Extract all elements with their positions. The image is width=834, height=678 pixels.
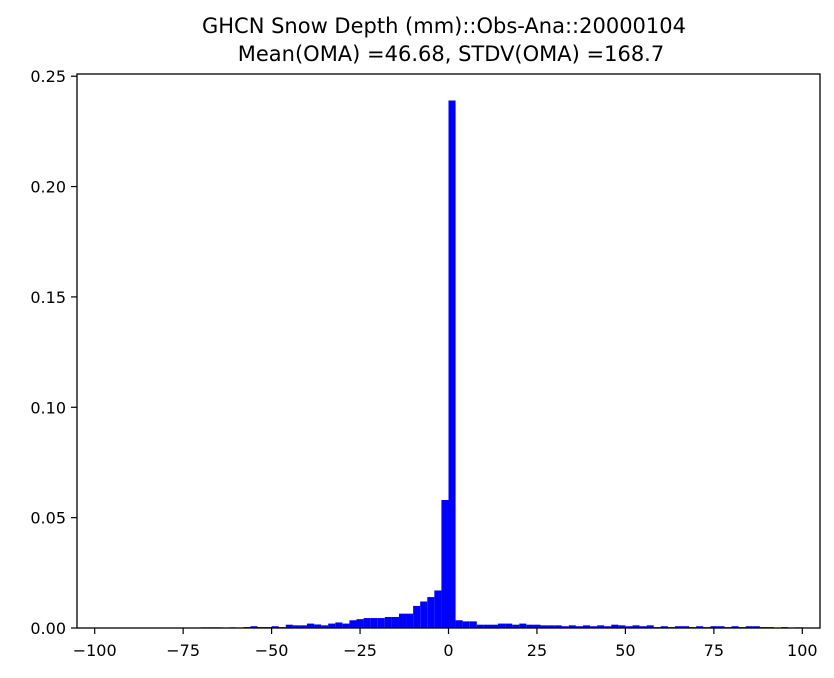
x-tick-label: −25 xyxy=(343,641,377,660)
histogram-bar xyxy=(639,626,647,628)
histogram-bar xyxy=(299,625,307,628)
histogram-bar xyxy=(660,626,668,628)
histogram-bar xyxy=(752,626,760,628)
histogram-bar xyxy=(540,625,548,628)
histogram-bar xyxy=(526,624,534,628)
histogram-bar xyxy=(632,625,640,628)
histogram-bar xyxy=(696,626,704,628)
y-tick-label: 0.25 xyxy=(30,67,66,86)
histogram-bar xyxy=(391,616,399,628)
histogram-bar xyxy=(568,625,576,628)
y-axis-ticks: 0.00 0.05 0.10 0.15 0.20 0.25 xyxy=(30,67,77,638)
histogram-bar xyxy=(306,623,315,628)
histogram-bar xyxy=(321,625,329,628)
histogram-bar xyxy=(377,618,385,628)
histogram-bar xyxy=(519,623,527,628)
histogram-bar xyxy=(575,626,583,628)
histogram-bar xyxy=(547,625,555,628)
histogram-bar xyxy=(420,601,428,628)
histogram-bar xyxy=(625,626,633,628)
histogram-bar xyxy=(554,625,562,628)
x-axis-ticks: −100 −75 −50 −25 0 25 50 75 100 xyxy=(73,628,818,660)
histogram-bar xyxy=(561,626,569,628)
histogram-bar xyxy=(384,616,392,628)
histogram-bar xyxy=(413,605,421,628)
histogram-bar xyxy=(406,613,414,628)
histogram-bar xyxy=(618,625,626,628)
histogram-bar xyxy=(363,618,371,628)
chart-subtitle: Mean(OMA) =46.68, STDV(OMA) =168.7 xyxy=(238,42,664,66)
y-tick-label: 0.10 xyxy=(30,398,66,417)
histogram-bar xyxy=(498,623,506,628)
histogram-bar xyxy=(682,626,690,628)
histogram-bar xyxy=(604,626,612,628)
histogram-bar xyxy=(646,625,654,628)
histogram-bar xyxy=(462,621,470,628)
chart-title: GHCN Snow Depth (mm)::Obs-Ana::20000104 xyxy=(202,14,686,38)
plot-frame xyxy=(76,73,821,629)
histogram-bar xyxy=(710,626,718,628)
histogram-bar xyxy=(590,626,598,628)
histogram-bar xyxy=(398,613,407,628)
y-tick-label: 0.00 xyxy=(30,619,66,638)
x-tick-label: 25 xyxy=(527,641,547,660)
histogram-bar xyxy=(342,623,350,628)
histogram-bar xyxy=(285,624,293,628)
histogram-bar xyxy=(512,624,520,628)
histogram-bar xyxy=(731,626,739,628)
histogram-bars xyxy=(200,100,803,629)
x-tick-label: −75 xyxy=(166,641,200,660)
histogram-bar xyxy=(335,622,343,628)
histogram-bar xyxy=(717,626,725,628)
histogram-bar xyxy=(469,621,477,628)
histogram-bar xyxy=(476,624,484,628)
x-tick-label: 100 xyxy=(787,641,818,660)
histogram-bar xyxy=(356,619,364,628)
histogram-bar xyxy=(448,100,456,629)
histogram-bar xyxy=(611,624,619,628)
x-tick-label: 50 xyxy=(615,641,635,660)
histogram-bar xyxy=(314,624,322,628)
histogram-bar xyxy=(328,623,336,628)
x-tick-label: −100 xyxy=(73,641,117,660)
histogram-bar xyxy=(292,625,300,628)
histogram-bar xyxy=(582,625,591,628)
histogram-bar xyxy=(483,624,491,628)
histogram-bar xyxy=(505,623,513,628)
histogram-bar xyxy=(271,626,279,628)
x-tick-label: 75 xyxy=(704,641,724,660)
x-tick-label: 0 xyxy=(443,641,453,660)
histogram-bar xyxy=(597,625,605,628)
histogram-bar xyxy=(674,626,683,628)
y-tick-label: 0.05 xyxy=(30,509,66,528)
histogram-bar xyxy=(427,597,435,628)
histogram-bar xyxy=(533,624,541,628)
histogram-bar xyxy=(370,618,378,628)
y-tick-label: 0.15 xyxy=(30,288,66,307)
histogram-bar xyxy=(745,626,753,628)
histogram-bar xyxy=(441,499,449,628)
histogram-bar xyxy=(490,624,499,628)
histogram-bar xyxy=(349,620,357,628)
histogram-bar xyxy=(455,620,463,628)
y-tick-label: 0.20 xyxy=(30,178,66,197)
histogram-bar xyxy=(434,590,442,628)
histogram-bar xyxy=(250,626,258,628)
x-tick-label: −50 xyxy=(255,641,289,660)
